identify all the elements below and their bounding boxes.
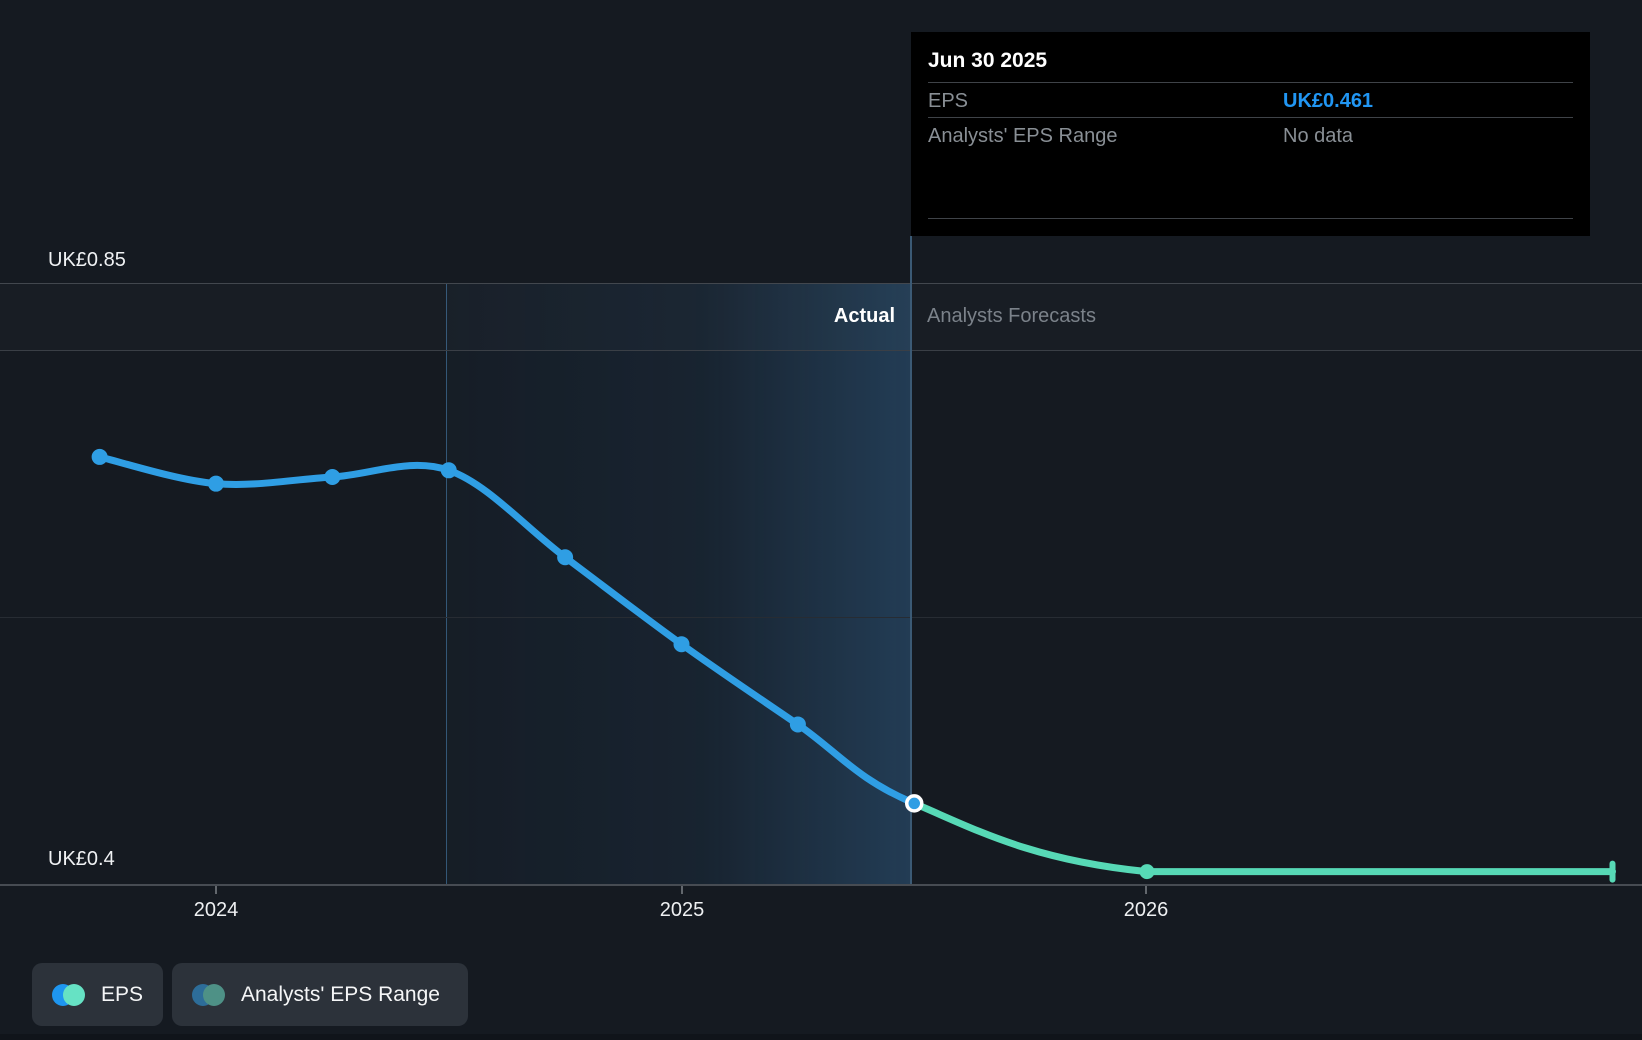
y-axis-label-top: UK£0.85 [48, 249, 126, 271]
eps-data-point[interactable] [673, 636, 690, 653]
actual-section-label: Actual [833, 305, 895, 327]
eps-data-point[interactable] [440, 462, 457, 479]
tooltip-divider [928, 82, 1573, 83]
legend-range-label: Analysts' EPS Range [241, 982, 440, 1006]
x-tick-label-2024: 2024 [193, 899, 239, 921]
tooltip-eps-label: EPS [928, 90, 969, 112]
tooltip-date: Jun 30 2025 [928, 49, 1048, 72]
eps-data-point[interactable] [557, 549, 574, 566]
x-axis-line [0, 884, 1642, 886]
x-tick-label-2025: 2025 [659, 899, 705, 921]
range-series-icon [192, 983, 225, 1006]
tooltip-range-value: No data [1283, 125, 1354, 147]
tooltip-eps-value: UK£0.461 [1283, 90, 1374, 112]
gridline-0.85 [0, 283, 1642, 284]
legend-item-eps[interactable]: EPS [32, 963, 163, 1026]
tick-2024 [215, 886, 217, 894]
gridline-0.60 [0, 617, 1642, 618]
actual-forecast-divider [910, 236, 912, 884]
tick-2025 [681, 886, 683, 894]
bottom-edge-strip [0, 1034, 1642, 1040]
forecast-section-label: Analysts Forecasts [927, 305, 1096, 327]
legend-eps-label: EPS [101, 982, 144, 1006]
gridline-header-bottom [0, 350, 1642, 351]
chart-tooltip: Jun 30 2025 EPS UK£0.461 Analysts' EPS R… [911, 32, 1590, 236]
eps-series-icon [52, 983, 85, 1006]
selected-data-point-jun-30-2025[interactable] [905, 794, 924, 813]
eps-data-point[interactable] [208, 475, 224, 492]
eps-data-point[interactable] [324, 468, 341, 485]
eps-data-point[interactable] [789, 716, 806, 733]
eps-data-point[interactable] [91, 448, 108, 465]
eps-actual-line [96, 453, 911, 806]
legend-item-analysts-eps-range[interactable]: Analysts' EPS Range [172, 963, 468, 1026]
tooltip-range-label: Analysts' EPS Range [928, 125, 1118, 147]
eps-forecast-line [911, 798, 1616, 876]
tick-2026 [1145, 886, 1147, 894]
actual-highlight-region [446, 284, 912, 884]
y-axis-label-bottom: UK£0.4 [48, 848, 115, 870]
forecast-data-point[interactable] [1139, 864, 1155, 880]
tooltip-divider [928, 218, 1573, 219]
tooltip-divider [928, 117, 1573, 118]
x-tick-label-2026: 2026 [1123, 899, 1169, 921]
forecast-end-cap[interactable] [1609, 860, 1616, 883]
